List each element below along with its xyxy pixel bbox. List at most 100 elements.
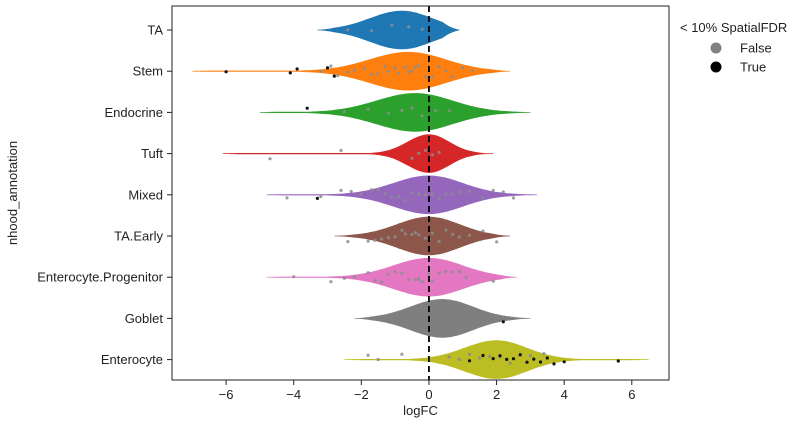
y-tick-label: Goblet (125, 311, 164, 326)
point-false (491, 279, 495, 283)
point-true (545, 356, 549, 360)
point-false (457, 235, 461, 239)
legend-title: < 10% SpatialFDR (680, 20, 787, 35)
point-false (410, 106, 414, 110)
point-false (329, 64, 333, 68)
point-false (376, 187, 380, 191)
point-false (353, 275, 357, 279)
point-true (501, 320, 505, 324)
point-false (285, 196, 289, 200)
point-false (380, 237, 384, 241)
point-false (376, 71, 380, 75)
legend: < 10% SpatialFDR False True (680, 20, 787, 75)
point-false (393, 235, 397, 239)
point-false (481, 229, 485, 233)
point-true (467, 359, 472, 363)
point-false (383, 192, 387, 196)
point-true (481, 353, 485, 358)
point-false (353, 68, 357, 72)
legend-marker-false (710, 42, 722, 54)
point-false (403, 232, 407, 236)
point-true (532, 357, 536, 361)
point-false (346, 240, 350, 244)
point-true (315, 196, 319, 200)
point-false (342, 110, 346, 114)
point-false (437, 271, 441, 275)
y-tick-label: Enterocyte.Progenitor (37, 270, 163, 285)
point-false (447, 355, 451, 359)
point-false (542, 352, 546, 356)
point-false (471, 68, 475, 72)
point-false (410, 156, 414, 160)
point-false (329, 280, 333, 284)
point-false (430, 75, 434, 79)
point-false (400, 108, 404, 112)
point-false (373, 238, 377, 242)
point-false (464, 276, 468, 280)
point-false (420, 280, 424, 284)
point-true (325, 66, 330, 70)
point-false (495, 240, 499, 244)
point-false (336, 74, 340, 78)
violins (192, 10, 649, 379)
point-false (424, 148, 428, 152)
point-false (349, 189, 353, 194)
point-false (369, 188, 374, 192)
point-true (525, 360, 529, 364)
point-false (339, 148, 343, 153)
point-false (383, 64, 387, 68)
point-false (366, 239, 370, 243)
violin-tuft (222, 134, 494, 173)
y-tick-label: Mixed (128, 187, 163, 202)
y-tick-label: TA (147, 23, 163, 38)
y-axis-label: nhood_annotation (5, 141, 20, 245)
point-true (498, 354, 502, 358)
point-false (430, 153, 434, 157)
x-axis-label: logFC (403, 403, 438, 418)
point-false (467, 190, 472, 194)
x-tick-label: 6 (628, 387, 635, 402)
point-false (478, 356, 482, 360)
point-false (444, 68, 448, 73)
point-false (407, 278, 411, 282)
point-false (376, 357, 380, 362)
point-false (400, 228, 404, 232)
x-tick-label: 0 (425, 387, 432, 402)
y-tick-label: Enterocyte (101, 352, 163, 367)
y-tick-label: Tuft (141, 146, 163, 161)
point-true (288, 71, 292, 75)
violin-mixed (266, 175, 538, 215)
point-true (491, 357, 495, 361)
point-false (430, 192, 434, 196)
y-tick-label: Endocrine (104, 105, 163, 120)
point-false (359, 192, 363, 196)
point-false (491, 188, 495, 192)
point-false (319, 195, 323, 199)
violin-goblet (354, 299, 531, 338)
point-false (511, 196, 516, 200)
x-tick-label: −4 (286, 387, 301, 402)
legend-label-false: False (740, 41, 772, 56)
point-true (616, 359, 620, 363)
point-false (427, 272, 431, 276)
point-false (346, 70, 350, 74)
point-false (346, 28, 350, 32)
point-false (430, 231, 434, 235)
violin-ta-early (334, 216, 511, 256)
point-false (444, 228, 448, 232)
violin-enterocyte (344, 340, 649, 379)
point-false (390, 195, 394, 199)
plot-frame (171, 5, 670, 381)
x-tick-label: 4 (561, 387, 568, 402)
point-false (444, 192, 448, 196)
point-false (501, 190, 505, 194)
point-false (413, 231, 417, 235)
y-tick-label: TA.Early (114, 229, 163, 244)
point-false (417, 151, 421, 155)
point-false (410, 191, 414, 195)
point-false (457, 269, 461, 274)
point-false (488, 354, 492, 358)
point-true (562, 360, 566, 364)
point-false (390, 23, 394, 27)
point-false (366, 271, 370, 275)
